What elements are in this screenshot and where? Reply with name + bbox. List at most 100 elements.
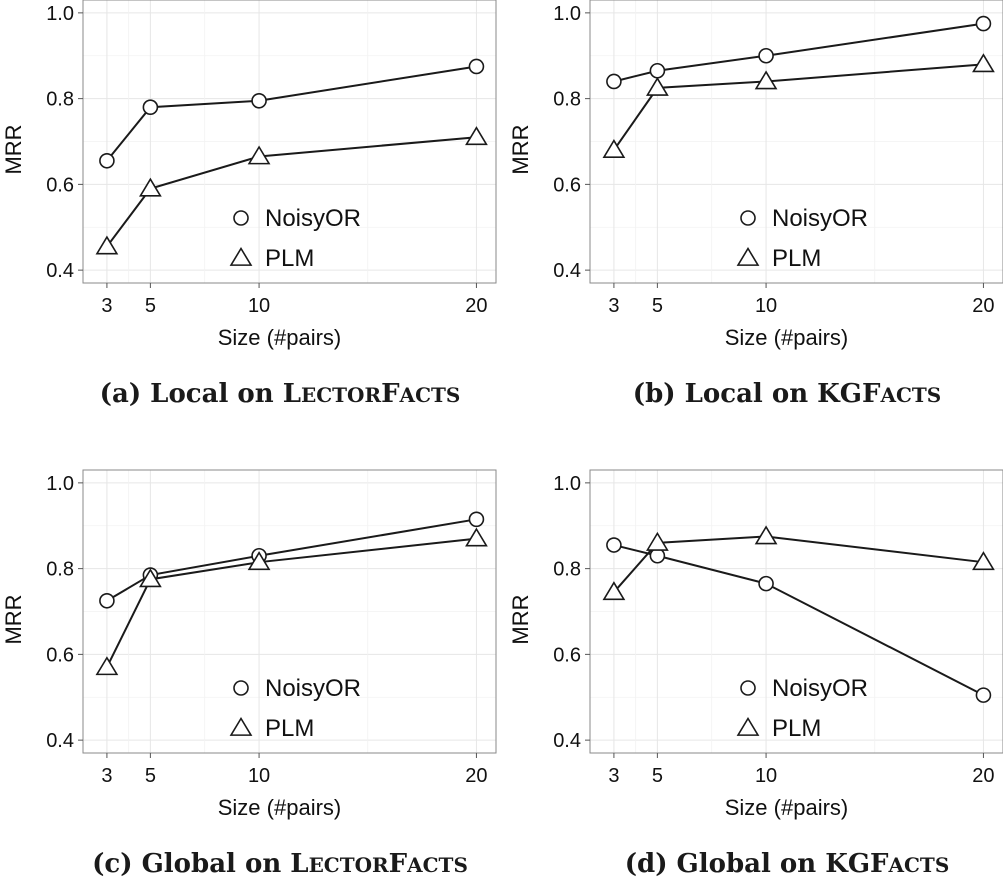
plot-frame [82,469,497,754]
data-point [95,656,119,676]
y-axis-label: MRR [1,594,26,644]
y-tick-label: 1.0 [46,473,74,495]
data-point [606,73,622,90]
x-tick-label: 5 [145,765,156,787]
series-noisyor [99,58,485,169]
x-tick-label: 3 [101,295,112,317]
y-tick-label: 0.4 [553,730,581,752]
data-point [468,511,485,528]
x-axis-label: Size (#pairs) [218,325,341,350]
x-tick-label: 5 [652,765,663,787]
data-point [758,47,774,64]
x-axis-label: Size (#pairs) [218,795,341,820]
series-line [613,544,984,697]
x-tick-label: 5 [145,295,156,317]
data-point [465,527,488,547]
data-point [251,92,267,109]
x-tick-label: 20 [465,765,487,787]
series-plm [602,53,995,159]
x-tick-label: 10 [248,295,270,317]
y-tick-label: 0.4 [46,260,74,282]
legend-label: NoisyOR [772,205,868,232]
data-point [972,551,995,571]
legend-marker [736,716,760,736]
y-tick-label: 1.0 [46,3,74,25]
data-point [606,537,622,553]
series-plm [602,525,995,601]
series-plm [95,527,488,676]
data-point [602,581,626,601]
series-line [613,63,984,151]
plot-frame [82,0,497,284]
series-noisyor [606,537,992,703]
y-tick-label: 0.8 [46,89,74,111]
x-tick-label: 10 [755,295,777,317]
y-tick-label: 0.6 [553,174,581,196]
data-point [649,62,666,79]
x-tick-label: 3 [608,765,619,787]
data-point [138,568,162,588]
y-tick-label: 0.8 [553,89,581,111]
legend-label: PLM [265,245,314,272]
legend-marker [740,680,756,696]
y-tick-label: 1.0 [553,3,581,25]
data-point [754,525,778,545]
series-line [613,22,984,83]
data-point [649,547,666,564]
data-point [138,177,162,197]
series-line [106,65,477,162]
series-line [106,136,477,248]
x-tick-label: 20 [972,295,994,317]
series-noisyor [606,15,992,90]
legend: NoisyOR PLM [229,205,361,272]
chart-panel-2: 0.4 0.6 0.8 1.0 3 5 10 20 Size (#pairs) MRR NoisyO… [508,0,1003,409]
panel-caption: (c) Global on LECTORFACTS [92,849,468,879]
plot-frame [589,469,1003,754]
series-line [613,535,984,593]
gridlines [590,0,1003,283]
panel-caption: (b) Local on KGFACTS [633,379,941,409]
y-axis-label: MRR [508,124,533,174]
legend-label: NoisyOR [772,675,868,702]
legend-label: PLM [265,715,314,742]
x-tick-label: 20 [972,765,994,787]
chart-panel-3: 0.4 0.6 0.8 1.0 3 5 10 20 Size (#pairs) MRR NoisyO… [1,469,497,879]
data-point [758,575,774,592]
legend-marker [229,716,253,736]
x-tick-label: 3 [608,295,619,317]
series-plm [95,126,488,255]
data-point [468,58,485,75]
y-tick-label: 0.6 [553,644,581,666]
gridlines [590,470,1003,753]
chart-panel-4: 0.4 0.6 0.8 1.0 3 5 10 20 Size (#pairs) MRR NoisyO… [508,469,1003,879]
x-axis-label: Size (#pairs) [725,325,848,350]
y-tick-label: 0.8 [46,559,74,581]
y-tick-label: 0.6 [46,644,74,666]
data-point [602,139,626,159]
legend-label: NoisyOR [265,675,361,702]
plot-frame [589,0,1003,284]
legend-marker [740,210,756,226]
y-tick-label: 0.4 [46,730,74,752]
data-point [142,99,159,115]
legend: NoisyOR PLM [229,675,361,742]
x-tick-label: 20 [465,295,487,317]
data-point [465,126,488,146]
y-axis-label: MRR [1,124,26,174]
legend: NoisyOR PLM [736,205,868,272]
legend-marker [736,246,760,266]
legend-marker [229,246,253,266]
panel-caption: (a) Local on LECTORFACTS [100,379,461,409]
y-axis-label: MRR [508,594,533,644]
panel-caption: (d) Global on KGFACTS [625,849,950,879]
data-point [975,15,992,32]
legend-marker [233,680,249,696]
x-tick-label: 5 [652,295,663,317]
legend: NoisyOR PLM [736,675,868,742]
data-point [975,687,992,703]
legend-label: PLM [772,245,821,272]
chart-panel-1: 0.4 0.6 0.8 1.0 3 5 10 20 Size (#pairs) MRR NoisyO… [1,0,497,409]
series-line [106,537,477,668]
legend-label: PLM [772,715,821,742]
